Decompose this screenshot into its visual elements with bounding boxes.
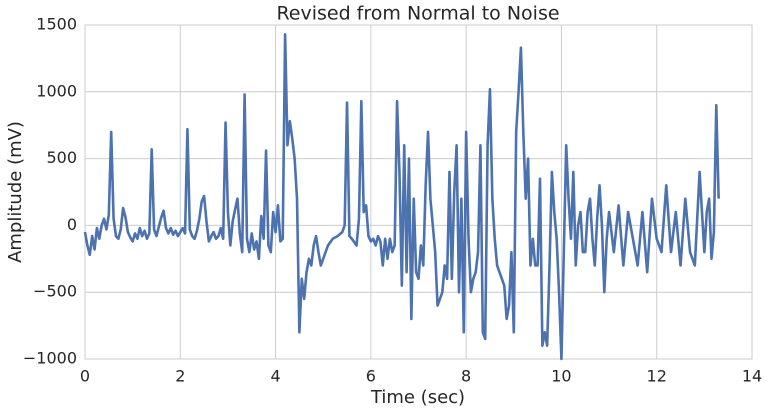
y-axis-label: Amplitude (mV): [5, 121, 26, 263]
x-tick-label: 6: [366, 367, 376, 386]
x-tick-label: 4: [270, 367, 280, 386]
x-tick-label: 2: [175, 367, 185, 386]
y-tick-label: 500: [46, 148, 77, 167]
y-tick-label: −500: [33, 282, 77, 301]
y-tick-label: 1500: [36, 15, 77, 34]
y-tick-label: −1000: [23, 349, 77, 368]
plot-area: [84, 24, 753, 360]
chart-title: Revised from Normal to Noise: [276, 3, 559, 25]
y-tick-label: 0: [67, 215, 77, 234]
x-tick-label: 8: [461, 367, 471, 386]
data-line: [83, 33, 720, 361]
x-tick-label: 10: [551, 367, 571, 386]
x-axis-label: Time (sec): [370, 387, 465, 408]
x-tick-label: 14: [742, 367, 762, 386]
y-tick-label: 1000: [36, 81, 77, 100]
x-tick-label: 12: [647, 367, 667, 386]
x-tick-label: 0: [80, 367, 90, 386]
